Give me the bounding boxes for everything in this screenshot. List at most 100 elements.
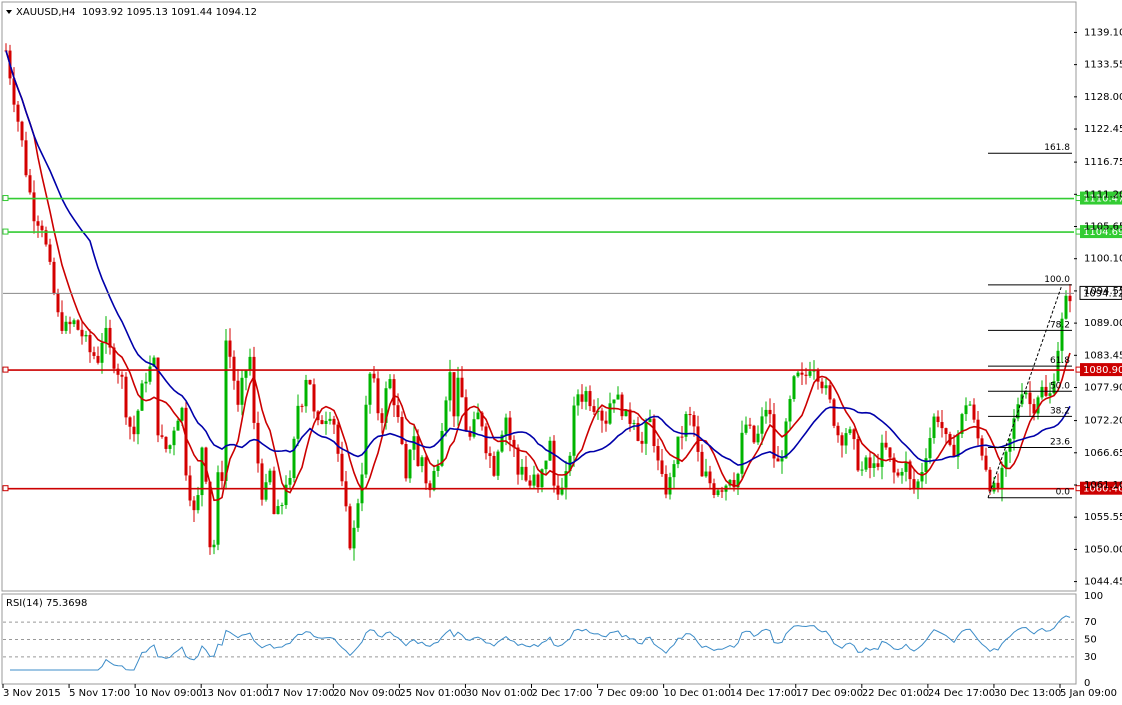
candle-body	[492, 455, 496, 476]
price-tick-label: 1133.55	[1084, 60, 1122, 71]
fib-level-label: 100.0	[1044, 275, 1070, 285]
candle-body	[560, 487, 564, 495]
candle-body	[276, 506, 280, 515]
candle-body	[1000, 467, 1004, 489]
candle-body	[40, 225, 44, 231]
candle-body	[488, 453, 492, 456]
time-tick-label: 10 Dec 01:00	[664, 688, 731, 699]
level-price-tag	[1080, 363, 1122, 377]
candle-body	[248, 356, 252, 371]
horizontal-levels-layer[interactable]: 1110.47 1104.69 1080.90 1060.46 1094.12	[2, 191, 1122, 495]
candle-body	[496, 451, 500, 476]
candle-body	[28, 175, 32, 193]
candle-body	[884, 442, 888, 448]
candle-body	[204, 447, 208, 482]
candle-body	[12, 78, 16, 105]
candle-body	[564, 471, 568, 488]
fib-level-label: 78.2	[1050, 320, 1070, 330]
candle-body	[20, 121, 24, 141]
candle-body	[720, 490, 724, 492]
rsi-tick-label: 50	[1084, 635, 1097, 646]
candle-body	[888, 447, 892, 458]
candle-body	[416, 436, 420, 467]
rsi-tick-label: 0	[1084, 678, 1090, 689]
level-price-label: 1080.90	[1083, 365, 1122, 376]
candle-body	[80, 329, 84, 337]
candle-body	[472, 419, 476, 437]
time-tick-label: 17 Dec 09:00	[796, 688, 863, 699]
candle-body	[344, 481, 348, 507]
candle-body	[628, 409, 632, 424]
candle-body	[136, 410, 140, 435]
time-tick-label: 7 Dec 09:00	[598, 688, 659, 699]
candle-body	[604, 420, 608, 424]
ohlc-readout: 1093.92 1095.13 1091.44 1094.12	[82, 7, 257, 18]
candle-body	[200, 447, 204, 496]
candle-body	[904, 461, 908, 472]
candle-body	[176, 420, 180, 431]
candle-body	[400, 417, 404, 444]
candle-body	[896, 472, 900, 476]
candle-body	[784, 421, 788, 459]
candle-body	[292, 438, 296, 478]
candle-body	[404, 443, 408, 479]
candle-body	[388, 379, 392, 389]
candle-body	[100, 342, 104, 363]
candle-body	[140, 383, 144, 411]
price-tick-label: 1105.65	[1084, 222, 1122, 233]
candle-body	[908, 461, 912, 480]
rsi-panel-frame	[1, 593, 1077, 685]
candle-body	[752, 425, 756, 443]
chart-symbol-label: XAUUSD,H4	[16, 7, 75, 18]
candle-body	[288, 477, 292, 485]
candle-body	[468, 431, 472, 437]
candle-body	[432, 470, 436, 491]
candle-body	[620, 394, 624, 417]
candle-body	[372, 373, 376, 379]
price-tick-label: 1055.55	[1084, 512, 1122, 523]
candle-body	[348, 506, 352, 549]
candle-body	[960, 414, 964, 434]
candle-body	[592, 406, 596, 412]
candle-body	[156, 357, 160, 436]
candle-body	[236, 380, 240, 405]
candle-body	[336, 424, 340, 454]
candle-body	[436, 465, 440, 471]
candle-body	[24, 140, 28, 176]
candle-body	[256, 422, 260, 464]
candle-body	[444, 400, 448, 431]
time-tick-label: 13 Nov 01:00	[201, 688, 268, 699]
candle-body	[324, 420, 328, 424]
candle-body	[240, 377, 244, 405]
candle-body	[912, 479, 916, 489]
candle-body	[284, 484, 288, 506]
candle-body	[952, 444, 956, 457]
candle-body	[716, 490, 720, 495]
candle-body	[52, 261, 56, 294]
level-price-label: 1110.47	[1083, 194, 1122, 205]
price-tick-label: 1100.10	[1084, 254, 1122, 265]
candle-body	[976, 419, 980, 439]
candle-body	[536, 474, 540, 488]
ma-slow-line	[5, 50, 1071, 466]
candle-body	[800, 372, 804, 375]
candle-body	[652, 418, 656, 447]
price-tick-label: 1122.45	[1084, 124, 1122, 135]
candle-body	[212, 544, 216, 548]
level-price-label: 1060.46	[1083, 484, 1122, 495]
candle-body	[740, 432, 744, 474]
candle-body	[1060, 318, 1064, 351]
time-tick-label: 14 Dec 17:00	[730, 688, 797, 699]
level-handle	[2, 228, 9, 235]
fibonacci-layer[interactable]: 0.0 23.6 38.2 50.0 61.8 78.2 100.0 161.8	[987, 143, 1072, 499]
candle-body	[616, 394, 620, 400]
candle-body	[168, 445, 172, 449]
candle-body	[440, 430, 444, 466]
candle-body	[264, 482, 268, 500]
candle-body	[708, 471, 712, 484]
dropdown-arrow-icon[interactable]	[6, 10, 12, 14]
price-tick-label: 1061.10	[1084, 480, 1122, 491]
candle-body	[60, 312, 64, 331]
